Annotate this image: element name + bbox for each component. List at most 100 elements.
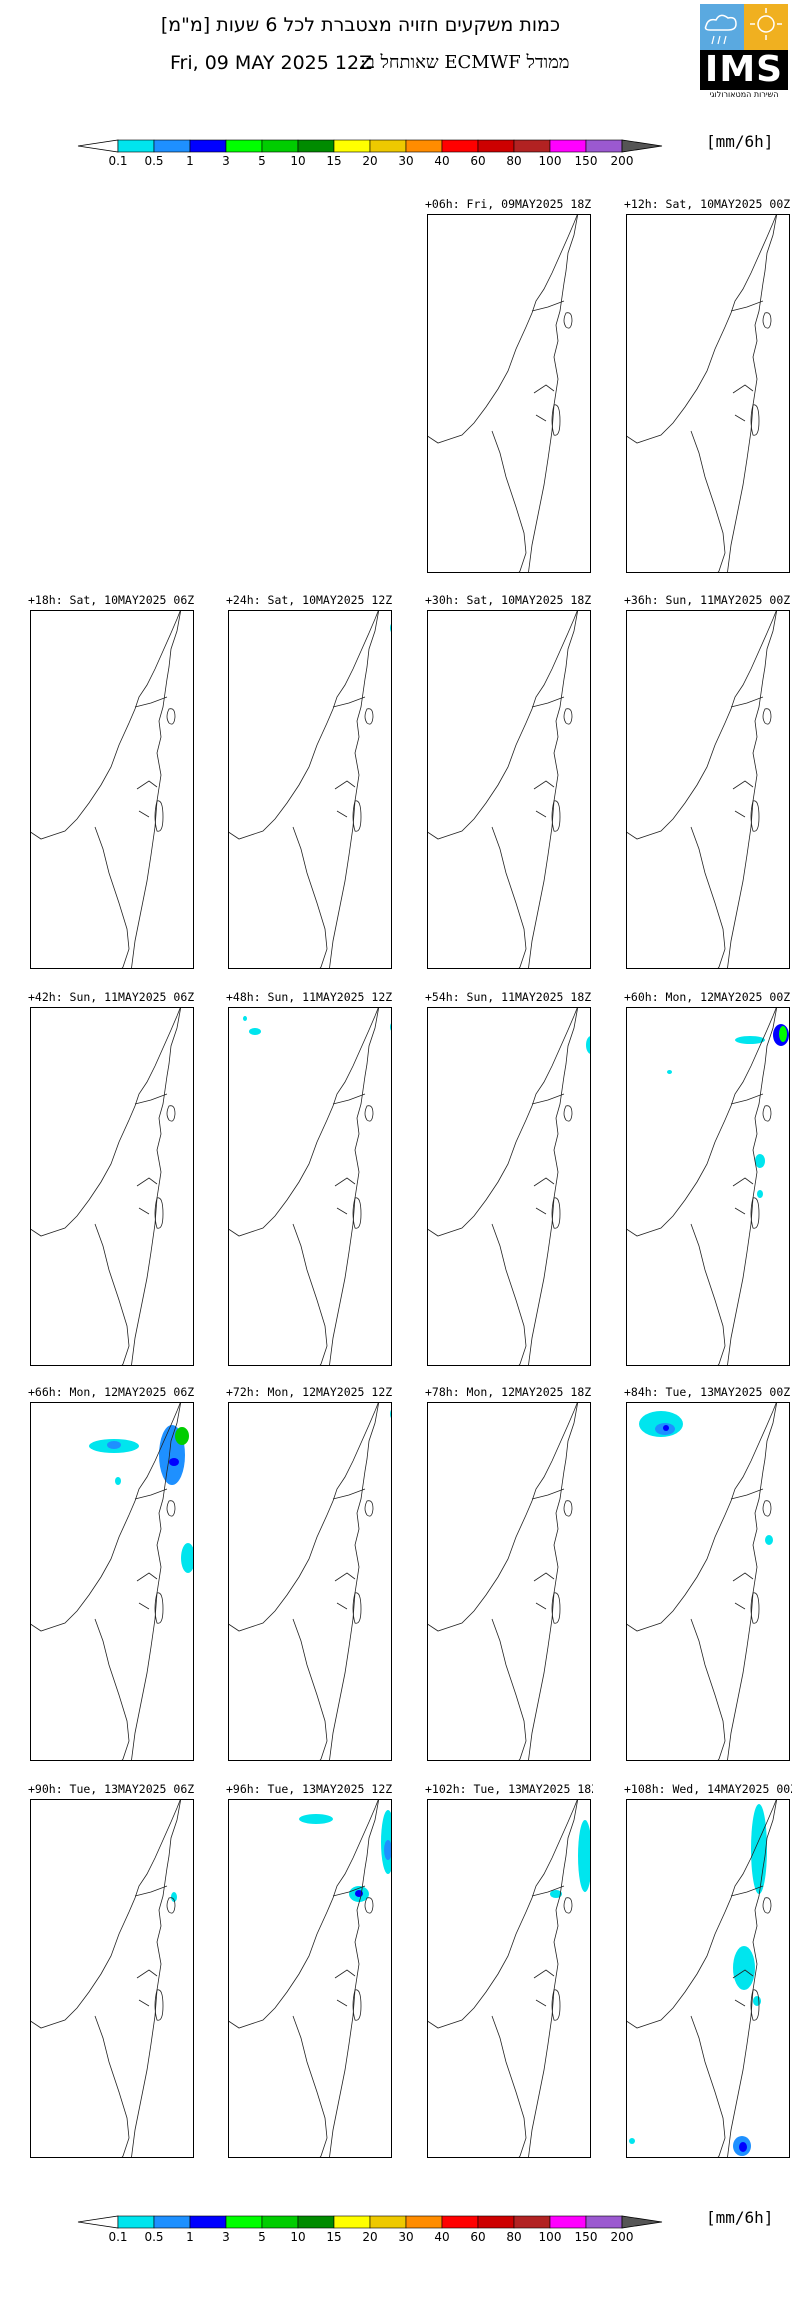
colorbar-swatch (225, 139, 263, 153)
panel-label: +06h: Fri, 09MAY2025 18Z (425, 197, 592, 211)
panel-map (228, 1402, 392, 1761)
coastline (627, 611, 777, 840)
precip-area (757, 1190, 763, 1198)
coastline (229, 1403, 379, 1632)
forecast-panel: +18h: Sat, 10MAY2025 06Z (28, 593, 195, 969)
panel-map (626, 1402, 790, 1761)
map-svg (31, 611, 182, 968)
dead-sea (154, 1197, 164, 1229)
forecast-panel: +102h: Tue, 13MAY2025 18Z (425, 1782, 593, 2158)
lake-kinneret (364, 1105, 374, 1122)
sinai-border (94, 1618, 130, 1760)
forecast-panel: +48h: Sun, 11MAY2025 12Z (226, 990, 393, 1366)
map-svg (627, 611, 778, 968)
map-svg (428, 611, 579, 968)
colorbar-tick-label: 0.5 (144, 2230, 164, 2244)
panel-label: +18h: Sat, 10MAY2025 06Z (28, 593, 195, 607)
panel-map (427, 1799, 591, 2158)
colorbar-swatch (441, 139, 479, 153)
colorbar-swatch (189, 139, 227, 153)
colorbar-swatch (261, 139, 299, 153)
northern-border (332, 1488, 366, 1500)
panel-label: +108h: Wed, 14MAY2025 00Z (624, 1782, 792, 1796)
panel-label: +60h: Mon, 12MAY2025 00Z (624, 990, 791, 1004)
inner-border (732, 1177, 754, 1215)
coastline (627, 1008, 777, 1237)
map-svg (428, 1800, 590, 2157)
panel-map (626, 214, 790, 573)
northern-border (134, 1488, 168, 1500)
northern-border (730, 1488, 764, 1500)
dead-sea (750, 1592, 760, 1624)
panel-label: +42h: Sun, 11MAY2025 06Z (28, 990, 195, 1004)
northern-border (531, 696, 565, 708)
colorbar-tick-label: 80 (506, 154, 522, 168)
colorbar-tick-label: 30 (398, 154, 414, 168)
panel-label: +48h: Sun, 11MAY2025 12Z (226, 990, 393, 1004)
colorbar-unit: [mm/6h] (706, 2208, 774, 2227)
precip-area (779, 1026, 787, 1042)
dead-sea (750, 404, 760, 436)
dead-sea (551, 404, 561, 436)
sinai-border (690, 1223, 726, 1365)
coastline (428, 611, 578, 840)
precip-area (735, 1036, 765, 1044)
forecast-panel: +36h: Sun, 11MAY2025 00Z (624, 593, 790, 969)
northern-border (134, 1885, 168, 1897)
forecast-panel: +60h: Mon, 12MAY2025 00Z (624, 990, 791, 1366)
sinai-border (94, 2015, 130, 2157)
panel-map (626, 1007, 790, 1366)
inner-border (533, 1572, 555, 1610)
precip-area (384, 1840, 391, 1860)
colorbar-tick-label: 150 (574, 2230, 598, 2244)
ims-logo: IMS השירות המטאורולוגי (700, 4, 788, 100)
colorbar-swatch (333, 2215, 371, 2229)
colorbar-tick-label: 80 (506, 2230, 522, 2244)
colorbar-swatch (513, 2215, 551, 2229)
panel-map (626, 1799, 790, 2158)
precip-area (733, 1946, 755, 1990)
forecast-panel: +96h: Tue, 13MAY2025 12Z (226, 1782, 392, 2158)
colorbar-tick-label: 0.1 (108, 154, 128, 168)
eastern-border (131, 1403, 182, 1760)
panel-label: +84h: Tue, 13MAY2025 00Z (624, 1385, 791, 1399)
colorbar-ticks: 0.1 0.5 1 3 5 10 15 20 30 40 60 80 100 150 200 (76, 2230, 726, 2246)
lake-kinneret (364, 708, 374, 725)
inner-border (136, 780, 158, 818)
colorbar-tick-label: 20 (362, 154, 378, 168)
panel-map (228, 1007, 392, 1366)
northern-border (730, 1093, 764, 1105)
map-svg (229, 1008, 391, 1365)
lake-kinneret (563, 708, 573, 725)
panel-label: +66h: Mon, 12MAY2025 06Z (28, 1385, 195, 1399)
precip-area (175, 1427, 189, 1445)
colorbar-swatch (153, 2215, 191, 2229)
logo-text: IMS (700, 50, 788, 90)
dead-sea (551, 1592, 561, 1624)
sinai-border (292, 1618, 328, 1760)
coastline (31, 1800, 181, 2029)
colorbar-swatch (225, 2215, 263, 2229)
precip-area (169, 1458, 179, 1466)
forecast-panel: +30h: Sat, 10MAY2025 18Z (425, 593, 592, 969)
lake-kinneret (563, 1500, 573, 1517)
eastern-border (131, 1008, 182, 1365)
forecast-panel: +42h: Sun, 11MAY2025 06Z (28, 990, 195, 1366)
colorbar-tick-label: 100 (538, 2230, 562, 2244)
colorbar-swatch (117, 139, 155, 153)
panel-map (30, 610, 194, 969)
lake-kinneret (762, 1500, 772, 1517)
colorbar-swatch (441, 2215, 479, 2229)
panel-map (30, 1402, 194, 1761)
colorbar-tick-label: 40 (434, 154, 450, 168)
panel-label: +54h: Sun, 11MAY2025 18Z (425, 990, 592, 1004)
panel-label: +102h: Tue, 13MAY2025 18Z (425, 1782, 593, 1796)
inner-border (334, 1969, 356, 2007)
colorbar-over-arrow (621, 2215, 663, 2229)
map-svg (31, 1403, 193, 1760)
panel-map (228, 610, 392, 969)
panel-map (427, 1402, 591, 1761)
colorbar-swatch (153, 139, 191, 153)
panel-label: +30h: Sat, 10MAY2025 18Z (425, 593, 592, 607)
colorbar-swatch (189, 2215, 227, 2229)
